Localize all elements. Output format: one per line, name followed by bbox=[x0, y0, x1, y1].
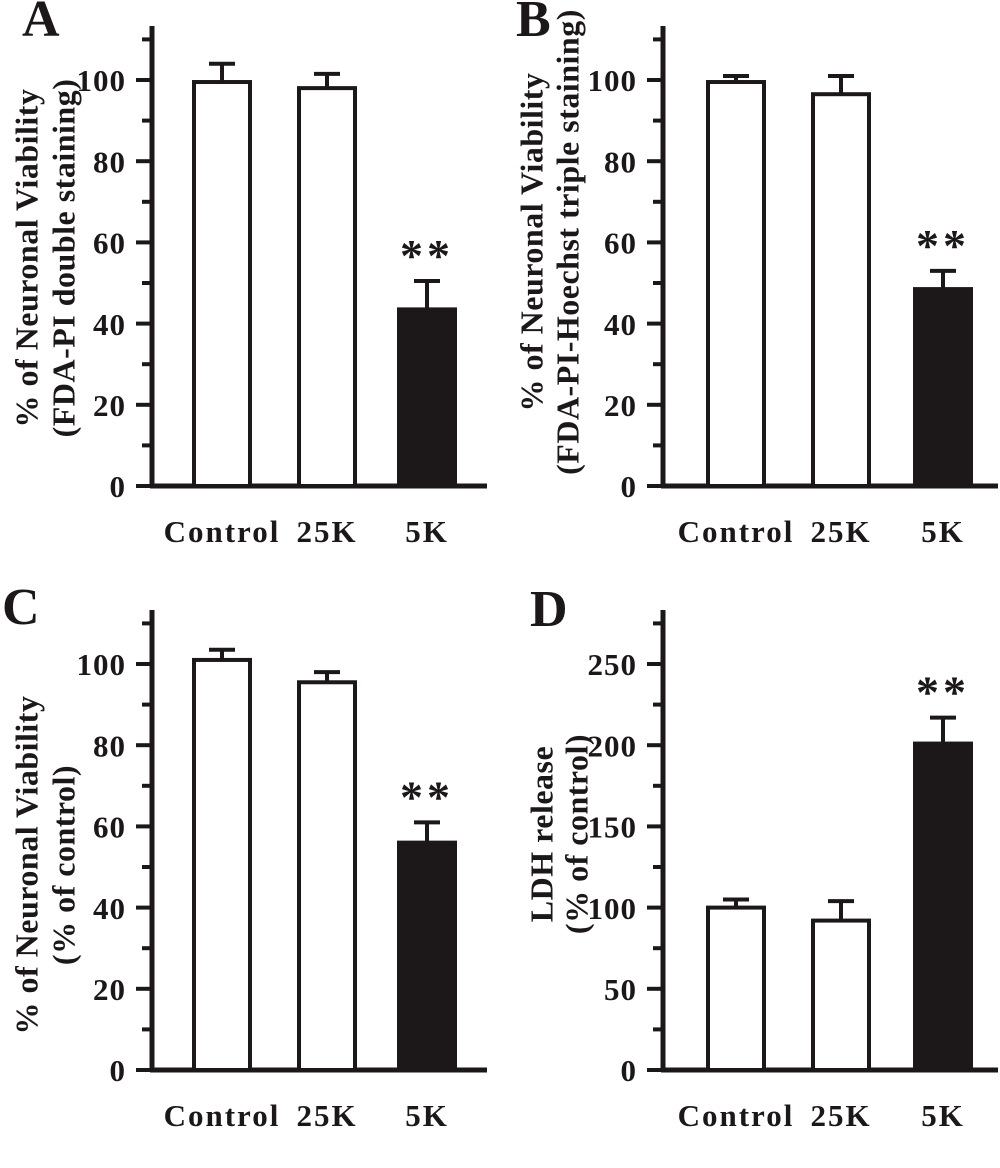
bar-5k bbox=[397, 307, 457, 489]
bar-25k bbox=[297, 86, 357, 489]
panel-c-chart: 0 20 40 60 80 100 Control 25K ** 5K bbox=[77, 610, 487, 1133]
panel-c: 0 20 40 60 80 100 Control 25K ** 5K C % of Neuron… bbox=[0, 579, 500, 1168]
y-tick-label-20: 20 bbox=[93, 972, 126, 1007]
significance-5k: ** bbox=[916, 667, 970, 718]
bar-control bbox=[706, 80, 766, 488]
x-category-label-25k: 25K bbox=[810, 514, 871, 549]
bar-control bbox=[192, 80, 252, 488]
y-tick-label-60: 60 bbox=[604, 226, 637, 261]
y-tick-label-80: 80 bbox=[93, 144, 126, 179]
panel-a-label: A bbox=[22, 0, 60, 48]
panel-b-ylabel-line1: % of Neuronal Viability bbox=[513, 72, 550, 412]
y-tick-label-100: 100 bbox=[588, 63, 638, 98]
y-tick-label-40: 40 bbox=[93, 307, 126, 342]
panel-c-label: C bbox=[2, 579, 40, 636]
panel-a-ylabel-line2: (FDA-PI double staining) bbox=[45, 78, 82, 438]
x-category-label-5k: 5K bbox=[921, 1098, 965, 1133]
y-tick-label-80: 80 bbox=[604, 144, 637, 179]
y-tick-label-20: 20 bbox=[604, 388, 637, 423]
x-category-label-control: Control bbox=[164, 1098, 281, 1133]
y-tick-label-60: 60 bbox=[93, 810, 126, 845]
x-category-label-5k: 5K bbox=[405, 1098, 449, 1133]
significance-5k: ** bbox=[916, 220, 970, 271]
bar-5k bbox=[913, 287, 973, 488]
panel-d-label: D bbox=[530, 581, 568, 638]
bar-control bbox=[192, 657, 252, 1072]
panel-b-label: B bbox=[516, 0, 551, 48]
panel-d-ylabel-line2: (% of control) bbox=[558, 733, 595, 935]
significance-5k: ** bbox=[400, 230, 454, 281]
y-tick-label-0: 0 bbox=[621, 1053, 638, 1088]
y-tick-label-100: 100 bbox=[77, 63, 127, 98]
panel-a: 0 20 40 60 80 100 Control 25K ** 5K A % of Neuron… bbox=[0, 0, 500, 584]
panel-d: 0 50 100 150 200 250 Control 25K ** 5K D LDH rele… bbox=[500, 584, 1000, 1168]
panel-a-ylabel-line1: % of Neuronal Viability bbox=[8, 88, 45, 428]
bar-5k bbox=[913, 741, 973, 1073]
y-tick-label-150: 150 bbox=[588, 810, 638, 845]
y-tick-label-100: 100 bbox=[588, 891, 638, 926]
x-category-label-control: Control bbox=[164, 514, 281, 549]
y-tick-label-60: 60 bbox=[93, 226, 126, 261]
y-tick-label-20: 20 bbox=[93, 388, 126, 423]
panel-b-ylabel-line2: (FDA-PI-Hoechst triple staining) bbox=[549, 9, 586, 475]
panel-c-ylabel-line1: % of Neuronal Viability bbox=[8, 695, 45, 1035]
panel-d-ylabel-line1: LDH release bbox=[523, 745, 560, 923]
y-tick-label-50: 50 bbox=[604, 972, 637, 1007]
y-tick-label-40: 40 bbox=[93, 891, 126, 926]
y-tick-label-200: 200 bbox=[588, 728, 638, 763]
panel-b-chart: 0 20 40 60 80 100 Control 25K ** 5K bbox=[588, 26, 998, 549]
x-category-label-25k: 25K bbox=[296, 514, 357, 549]
x-category-label-5k: 5K bbox=[921, 514, 965, 549]
y-tick-label-250: 250 bbox=[588, 647, 638, 682]
x-category-label-25k: 25K bbox=[296, 1098, 357, 1133]
bar-25k bbox=[811, 92, 871, 489]
x-category-label-control: Control bbox=[678, 514, 795, 549]
panel-b: 0 20 40 60 80 100 Control 25K ** 5K B % of Neuron… bbox=[500, 0, 1000, 584]
panel-a-chart: 0 20 40 60 80 100 Control 25K ** 5K bbox=[77, 26, 487, 549]
y-tick-label-100: 100 bbox=[77, 647, 127, 682]
bar-25k bbox=[297, 680, 357, 1073]
x-category-label-25k: 25K bbox=[810, 1098, 871, 1133]
y-tick-label-0: 0 bbox=[110, 469, 127, 504]
x-category-label-5k: 5K bbox=[405, 514, 449, 549]
panel-d-chart: 0 50 100 150 200 250 Control 25K ** 5K bbox=[588, 610, 998, 1133]
y-tick-label-0: 0 bbox=[110, 1053, 127, 1088]
panel-c-ylabel-line2: (% of control) bbox=[45, 764, 82, 966]
bar-5k bbox=[397, 840, 457, 1073]
bar-25k bbox=[811, 918, 871, 1073]
y-tick-label-80: 80 bbox=[93, 728, 126, 763]
y-tick-label-40: 40 bbox=[604, 307, 637, 342]
x-category-label-control: Control bbox=[678, 1098, 795, 1133]
bar-control bbox=[706, 905, 766, 1072]
significance-5k: ** bbox=[400, 771, 454, 822]
y-tick-label-0: 0 bbox=[621, 469, 638, 504]
